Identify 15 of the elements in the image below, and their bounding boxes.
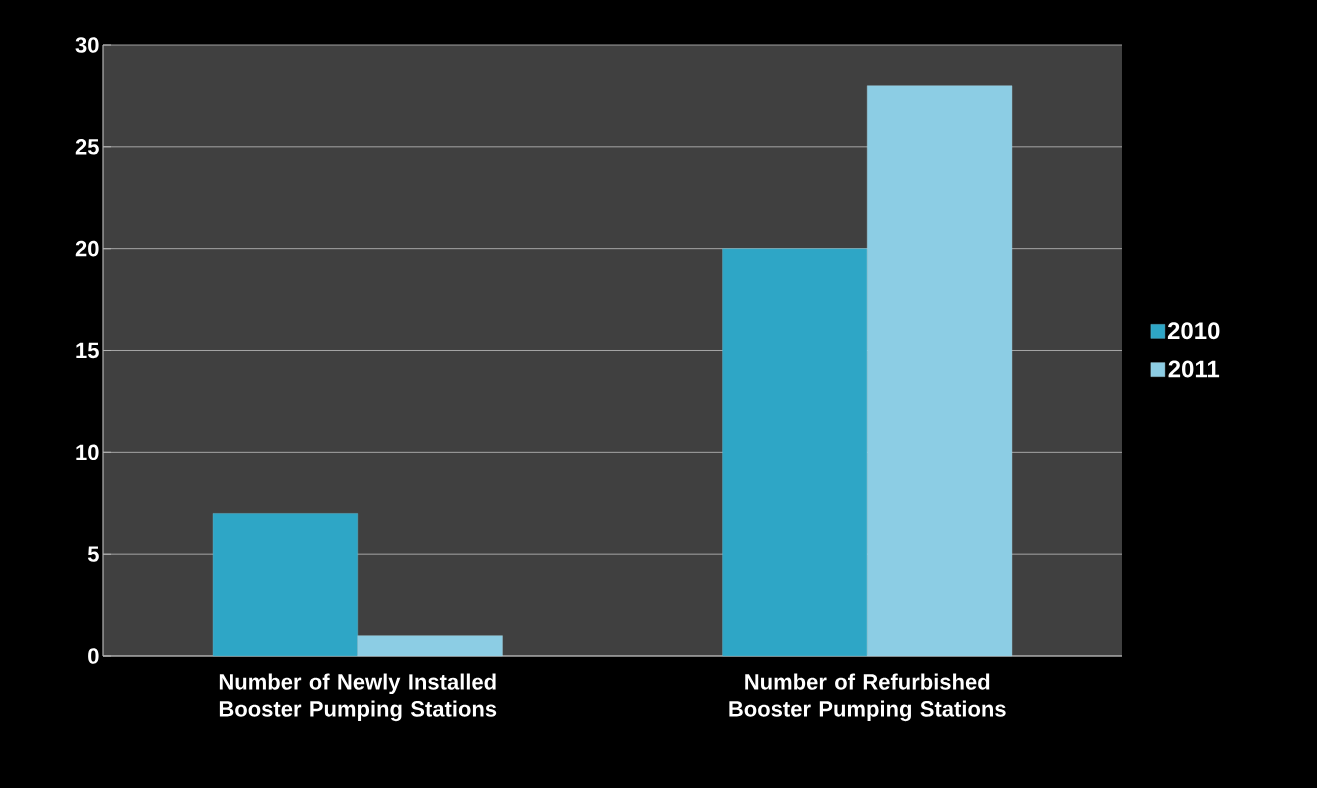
legend-label: 2010 [1167, 322, 1220, 340]
y-tick-label: 30 [75, 37, 99, 53]
bar [212, 513, 358, 657]
x-tick-label: Number of Newly Installed Booster Pumping Stations [219, 673, 497, 722]
bar [722, 248, 868, 657]
y-tick-label: 0 [88, 648, 99, 664]
bar [867, 85, 1013, 657]
y-tick-label: 25 [75, 139, 99, 155]
y-tick-label: 5 [87, 546, 99, 562]
y-tick-label: 10 [76, 444, 99, 461]
legend-label: 2011 [1168, 360, 1220, 378]
y-tick-label: 15 [76, 342, 99, 359]
x-tick-label: Number of Refurbished Booster Pumping Stations [729, 673, 1006, 722]
y-tick-label: 20 [75, 240, 99, 257]
bar [357, 635, 503, 657]
